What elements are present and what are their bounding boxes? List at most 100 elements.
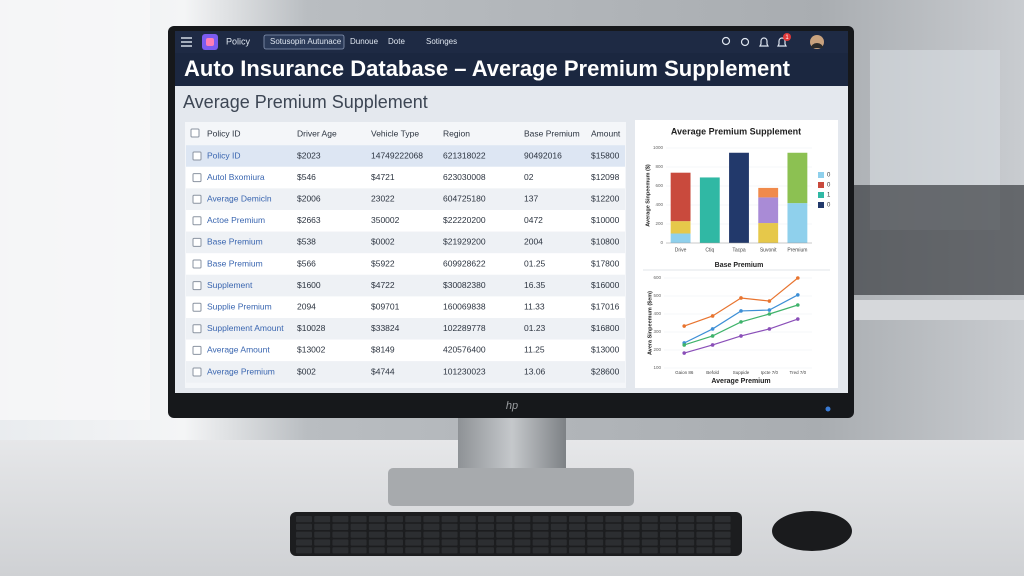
x-tick-label: Befold bbox=[706, 370, 719, 375]
key bbox=[387, 539, 403, 546]
key bbox=[332, 547, 349, 554]
checkbox[interactable] bbox=[192, 345, 202, 355]
row-link[interactable]: Average Amount bbox=[207, 345, 270, 355]
menu-icon[interactable] bbox=[181, 37, 192, 47]
key bbox=[496, 516, 513, 523]
row-link[interactable]: Average Premium bbox=[207, 366, 275, 376]
row-link[interactable]: Supplement Amount bbox=[207, 323, 284, 333]
key bbox=[641, 516, 658, 523]
key bbox=[441, 516, 458, 523]
key bbox=[387, 531, 403, 538]
checkbox[interactable] bbox=[192, 194, 202, 204]
column-header: Driver Age bbox=[297, 128, 337, 138]
key bbox=[641, 547, 658, 554]
search-icon[interactable] bbox=[721, 36, 731, 46]
table-row bbox=[186, 166, 625, 189]
checkbox[interactable] bbox=[192, 237, 202, 247]
bar-segment bbox=[729, 152, 749, 243]
key bbox=[696, 547, 713, 554]
nav-link[interactable]: Dote bbox=[388, 37, 405, 46]
legend-swatch bbox=[818, 202, 824, 208]
line-point bbox=[739, 334, 743, 338]
key bbox=[350, 516, 367, 523]
table-cell: 11.33 bbox=[524, 301, 545, 311]
settings-icon[interactable] bbox=[740, 37, 750, 47]
table-row bbox=[186, 188, 625, 210]
key bbox=[423, 531, 440, 538]
key bbox=[405, 531, 422, 538]
row-link[interactable]: Autol Bxomiura bbox=[207, 172, 265, 182]
badge bbox=[783, 33, 791, 41]
table-cell: 137 bbox=[524, 193, 538, 203]
key bbox=[296, 516, 312, 523]
checkbox[interactable] bbox=[192, 281, 202, 291]
checkbox[interactable] bbox=[192, 151, 202, 161]
bell-icon[interactable] bbox=[759, 37, 769, 47]
page-subtitle: Average Premium Supplement bbox=[183, 92, 428, 112]
table-cell: $15800 bbox=[591, 150, 620, 160]
key bbox=[514, 539, 531, 546]
key bbox=[678, 539, 695, 546]
table-cell: 604725180 bbox=[443, 193, 486, 203]
nav-menu[interactable]: Policy bbox=[226, 36, 251, 46]
key bbox=[405, 523, 422, 530]
key bbox=[314, 547, 331, 554]
key bbox=[496, 539, 513, 546]
checkbox[interactable] bbox=[190, 128, 200, 138]
key bbox=[605, 516, 622, 523]
table-row bbox=[186, 253, 625, 275]
alerts-icon[interactable] bbox=[777, 37, 787, 47]
key bbox=[478, 531, 494, 538]
app-logo-inner bbox=[206, 38, 214, 46]
key bbox=[569, 539, 585, 546]
key bbox=[514, 531, 531, 538]
row-link[interactable]: Base Premium bbox=[207, 237, 263, 247]
key bbox=[296, 539, 312, 546]
key bbox=[478, 523, 494, 530]
table-row bbox=[186, 318, 625, 340]
line-point bbox=[710, 343, 715, 347]
key bbox=[332, 523, 349, 530]
search-box[interactable] bbox=[263, 34, 345, 50]
y-tick-label: 100 bbox=[653, 365, 661, 370]
y-tick-label: 500 bbox=[653, 293, 661, 298]
table-cell: 2094 bbox=[297, 301, 316, 311]
table-cell: $538 bbox=[297, 237, 316, 247]
row-link[interactable]: Policy ID bbox=[207, 150, 241, 160]
x-axis-label: Base Premium bbox=[715, 262, 764, 269]
key bbox=[387, 523, 403, 530]
row-link[interactable]: Supplement bbox=[207, 280, 253, 290]
table-cell: 609928622 bbox=[443, 258, 486, 268]
key bbox=[569, 547, 585, 554]
y-tick-label: 0 bbox=[660, 240, 663, 245]
checkbox[interactable] bbox=[192, 367, 202, 377]
table-cell: $21929200 bbox=[443, 237, 486, 247]
line-point bbox=[767, 327, 772, 331]
table-cell: $10800 bbox=[591, 237, 620, 247]
checkbox[interactable] bbox=[192, 302, 202, 312]
checkbox[interactable] bbox=[192, 324, 202, 334]
row-link[interactable]: Supplie Premium bbox=[207, 301, 272, 311]
line-point bbox=[739, 309, 743, 313]
nav-link[interactable]: Dunoue bbox=[350, 37, 379, 46]
row-link[interactable]: Average Demicln bbox=[207, 193, 272, 203]
checkbox[interactable] bbox=[192, 216, 202, 226]
checkbox[interactable] bbox=[192, 259, 202, 269]
row-link[interactable]: Base Premium bbox=[207, 258, 263, 268]
y-tick-label: 800 bbox=[655, 164, 663, 169]
nav-link[interactable]: Sotinges bbox=[426, 37, 457, 46]
page-title: Auto Insurance Database – Average Premiu… bbox=[184, 56, 791, 81]
row-link[interactable]: Actoe Premium bbox=[207, 215, 265, 225]
table-cell: 623030008 bbox=[443, 172, 486, 182]
table-cell: 2004 bbox=[524, 237, 543, 247]
key bbox=[387, 547, 403, 554]
table-cell: $17800 bbox=[591, 258, 620, 268]
table-row bbox=[186, 361, 625, 383]
table-cell: $8149 bbox=[371, 345, 395, 355]
checkbox[interactable] bbox=[192, 173, 202, 183]
key bbox=[496, 523, 513, 530]
key bbox=[587, 531, 604, 538]
line-point bbox=[739, 320, 743, 324]
table-cell: $30082380 bbox=[443, 280, 486, 290]
brand-logo: hp bbox=[506, 400, 518, 412]
